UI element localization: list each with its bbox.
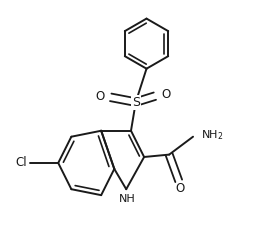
Text: Cl: Cl — [15, 156, 27, 169]
Text: NH: NH — [119, 194, 136, 204]
Text: O: O — [175, 181, 184, 194]
Text: S: S — [132, 96, 140, 109]
Text: O: O — [161, 89, 170, 102]
Text: NH$_2$: NH$_2$ — [201, 129, 224, 142]
Text: O: O — [95, 90, 105, 103]
